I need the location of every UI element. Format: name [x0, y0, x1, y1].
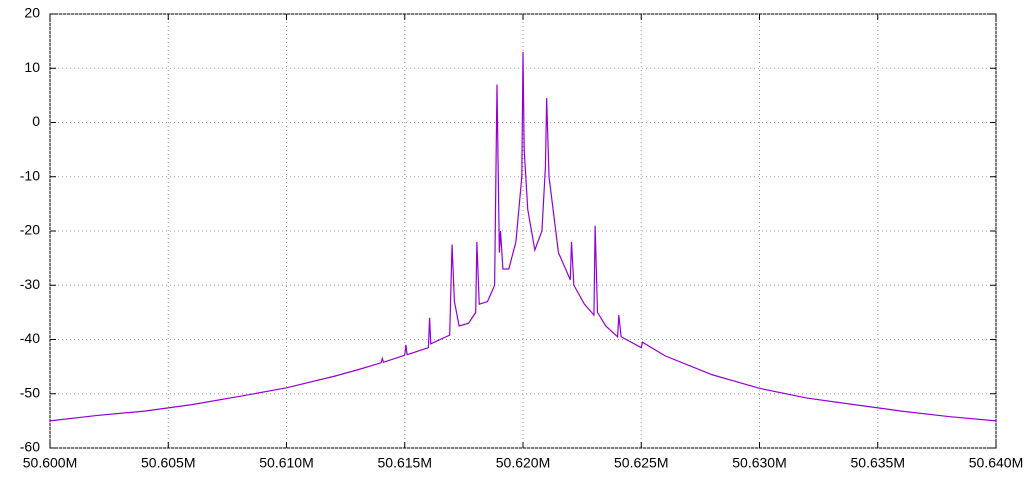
x-tick-label: 50.630M	[732, 455, 786, 471]
x-tick-label: 50.635M	[851, 455, 905, 471]
x-tick-label: 50.605M	[141, 455, 195, 471]
y-tick-label: 0	[32, 113, 40, 129]
y-tick-label: -50	[20, 384, 40, 400]
x-tick-label: 50.620M	[496, 455, 550, 471]
spectrum-line	[49, 51, 997, 422]
x-tick-label: 50.625M	[614, 455, 668, 471]
x-tick-label: 50.610M	[259, 455, 313, 471]
y-tick-label: -60	[20, 439, 40, 455]
y-tick-label: -30	[20, 276, 40, 292]
y-tick-label: -40	[20, 330, 40, 346]
y-tick-label: 10	[24, 59, 40, 75]
x-tick-label: 50.615M	[378, 455, 432, 471]
y-tick-label: -20	[20, 222, 40, 238]
x-tick-label: 50.600M	[23, 455, 77, 471]
y-tick-label: -10	[20, 167, 40, 183]
y-tick-label: 20	[24, 5, 40, 21]
x-tick-label: 50.640M	[969, 455, 1023, 471]
